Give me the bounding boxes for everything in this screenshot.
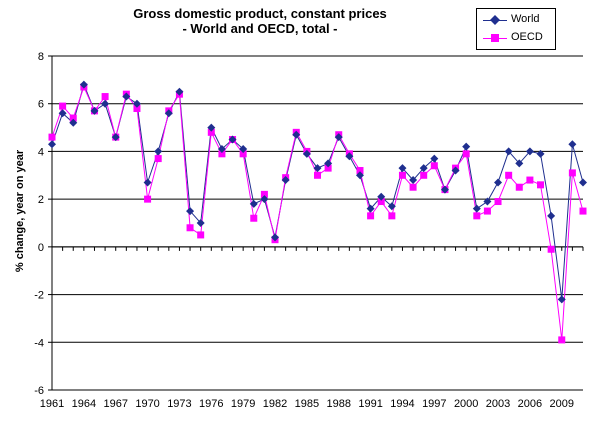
x-tick-label: 1961 [40, 398, 64, 410]
legend-label-oecd: OECD [511, 31, 543, 43]
legend-marker-world [490, 15, 500, 25]
legend-item-world: World [477, 12, 555, 28]
data-point-oecd [558, 336, 565, 343]
data-point-world [579, 178, 587, 186]
y-tick-label: 0 [38, 242, 44, 254]
data-point-world [462, 143, 470, 151]
chart-legend: World OECD [476, 8, 556, 50]
data-point-world [494, 178, 502, 186]
x-tick-label: 1964 [72, 398, 96, 410]
data-point-oecd [187, 224, 194, 231]
legend-item-oecd: OECD [477, 30, 555, 46]
y-tick-label: -2 [34, 290, 44, 302]
data-point-oecd [314, 172, 321, 179]
data-point-oecd [548, 246, 555, 253]
x-tick-label: 2006 [518, 398, 542, 410]
x-tick-label: 1997 [422, 398, 446, 410]
data-point-oecd [410, 184, 417, 191]
data-point-oecd [463, 150, 470, 157]
data-point-world [144, 178, 152, 186]
legend-label-world: World [511, 13, 540, 25]
legend-marker-oecd [490, 33, 500, 43]
x-tick-label: 1985 [295, 398, 319, 410]
x-tick-label: 1979 [231, 398, 255, 410]
y-tick-label: 2 [38, 194, 44, 206]
data-point-oecd [473, 212, 480, 219]
x-tick-label: 1967 [103, 398, 127, 410]
y-tick-label: -6 [34, 385, 44, 397]
data-point-world [154, 147, 162, 155]
data-point-world [568, 140, 576, 148]
data-point-oecd [420, 172, 427, 179]
x-tick-label: 2000 [454, 398, 478, 410]
data-point-oecd [431, 162, 438, 169]
data-point-oecd [505, 172, 512, 179]
data-point-oecd [399, 172, 406, 179]
series-line-oecd [52, 87, 583, 340]
data-point-oecd [197, 231, 204, 238]
data-point-oecd [155, 155, 162, 162]
data-point-oecd [580, 208, 587, 215]
y-tick-label: 4 [38, 146, 44, 158]
data-point-oecd [144, 196, 151, 203]
data-point-oecd [569, 169, 576, 176]
x-tick-label: 1991 [358, 398, 382, 410]
data-point-oecd [537, 181, 544, 188]
data-point-oecd [102, 93, 109, 100]
series-line-world [52, 85, 583, 300]
y-tick-label: 6 [38, 99, 44, 111]
x-tick-label: 2003 [486, 398, 510, 410]
x-tick-label: 1973 [167, 398, 191, 410]
y-tick-label: 8 [38, 51, 44, 63]
data-point-oecd [367, 212, 374, 219]
x-tick-label: 1976 [199, 398, 223, 410]
data-point-world [473, 205, 481, 213]
x-tick-label: 1970 [135, 398, 159, 410]
data-point-oecd [484, 208, 491, 215]
data-point-oecd [516, 184, 523, 191]
data-point-world [547, 212, 555, 220]
x-tick-label: 1994 [390, 398, 414, 410]
data-point-world [314, 164, 322, 172]
data-point-oecd [59, 103, 66, 110]
data-point-oecd [526, 177, 533, 184]
y-tick-label: -4 [34, 337, 44, 349]
data-point-oecd [49, 134, 56, 141]
x-tick-label: 1988 [326, 398, 350, 410]
data-point-oecd [250, 215, 257, 222]
data-point-world [48, 140, 56, 148]
data-point-oecd [388, 212, 395, 219]
x-tick-label: 2009 [550, 398, 574, 410]
data-point-oecd [495, 198, 502, 205]
x-tick-label: 1982 [263, 398, 287, 410]
